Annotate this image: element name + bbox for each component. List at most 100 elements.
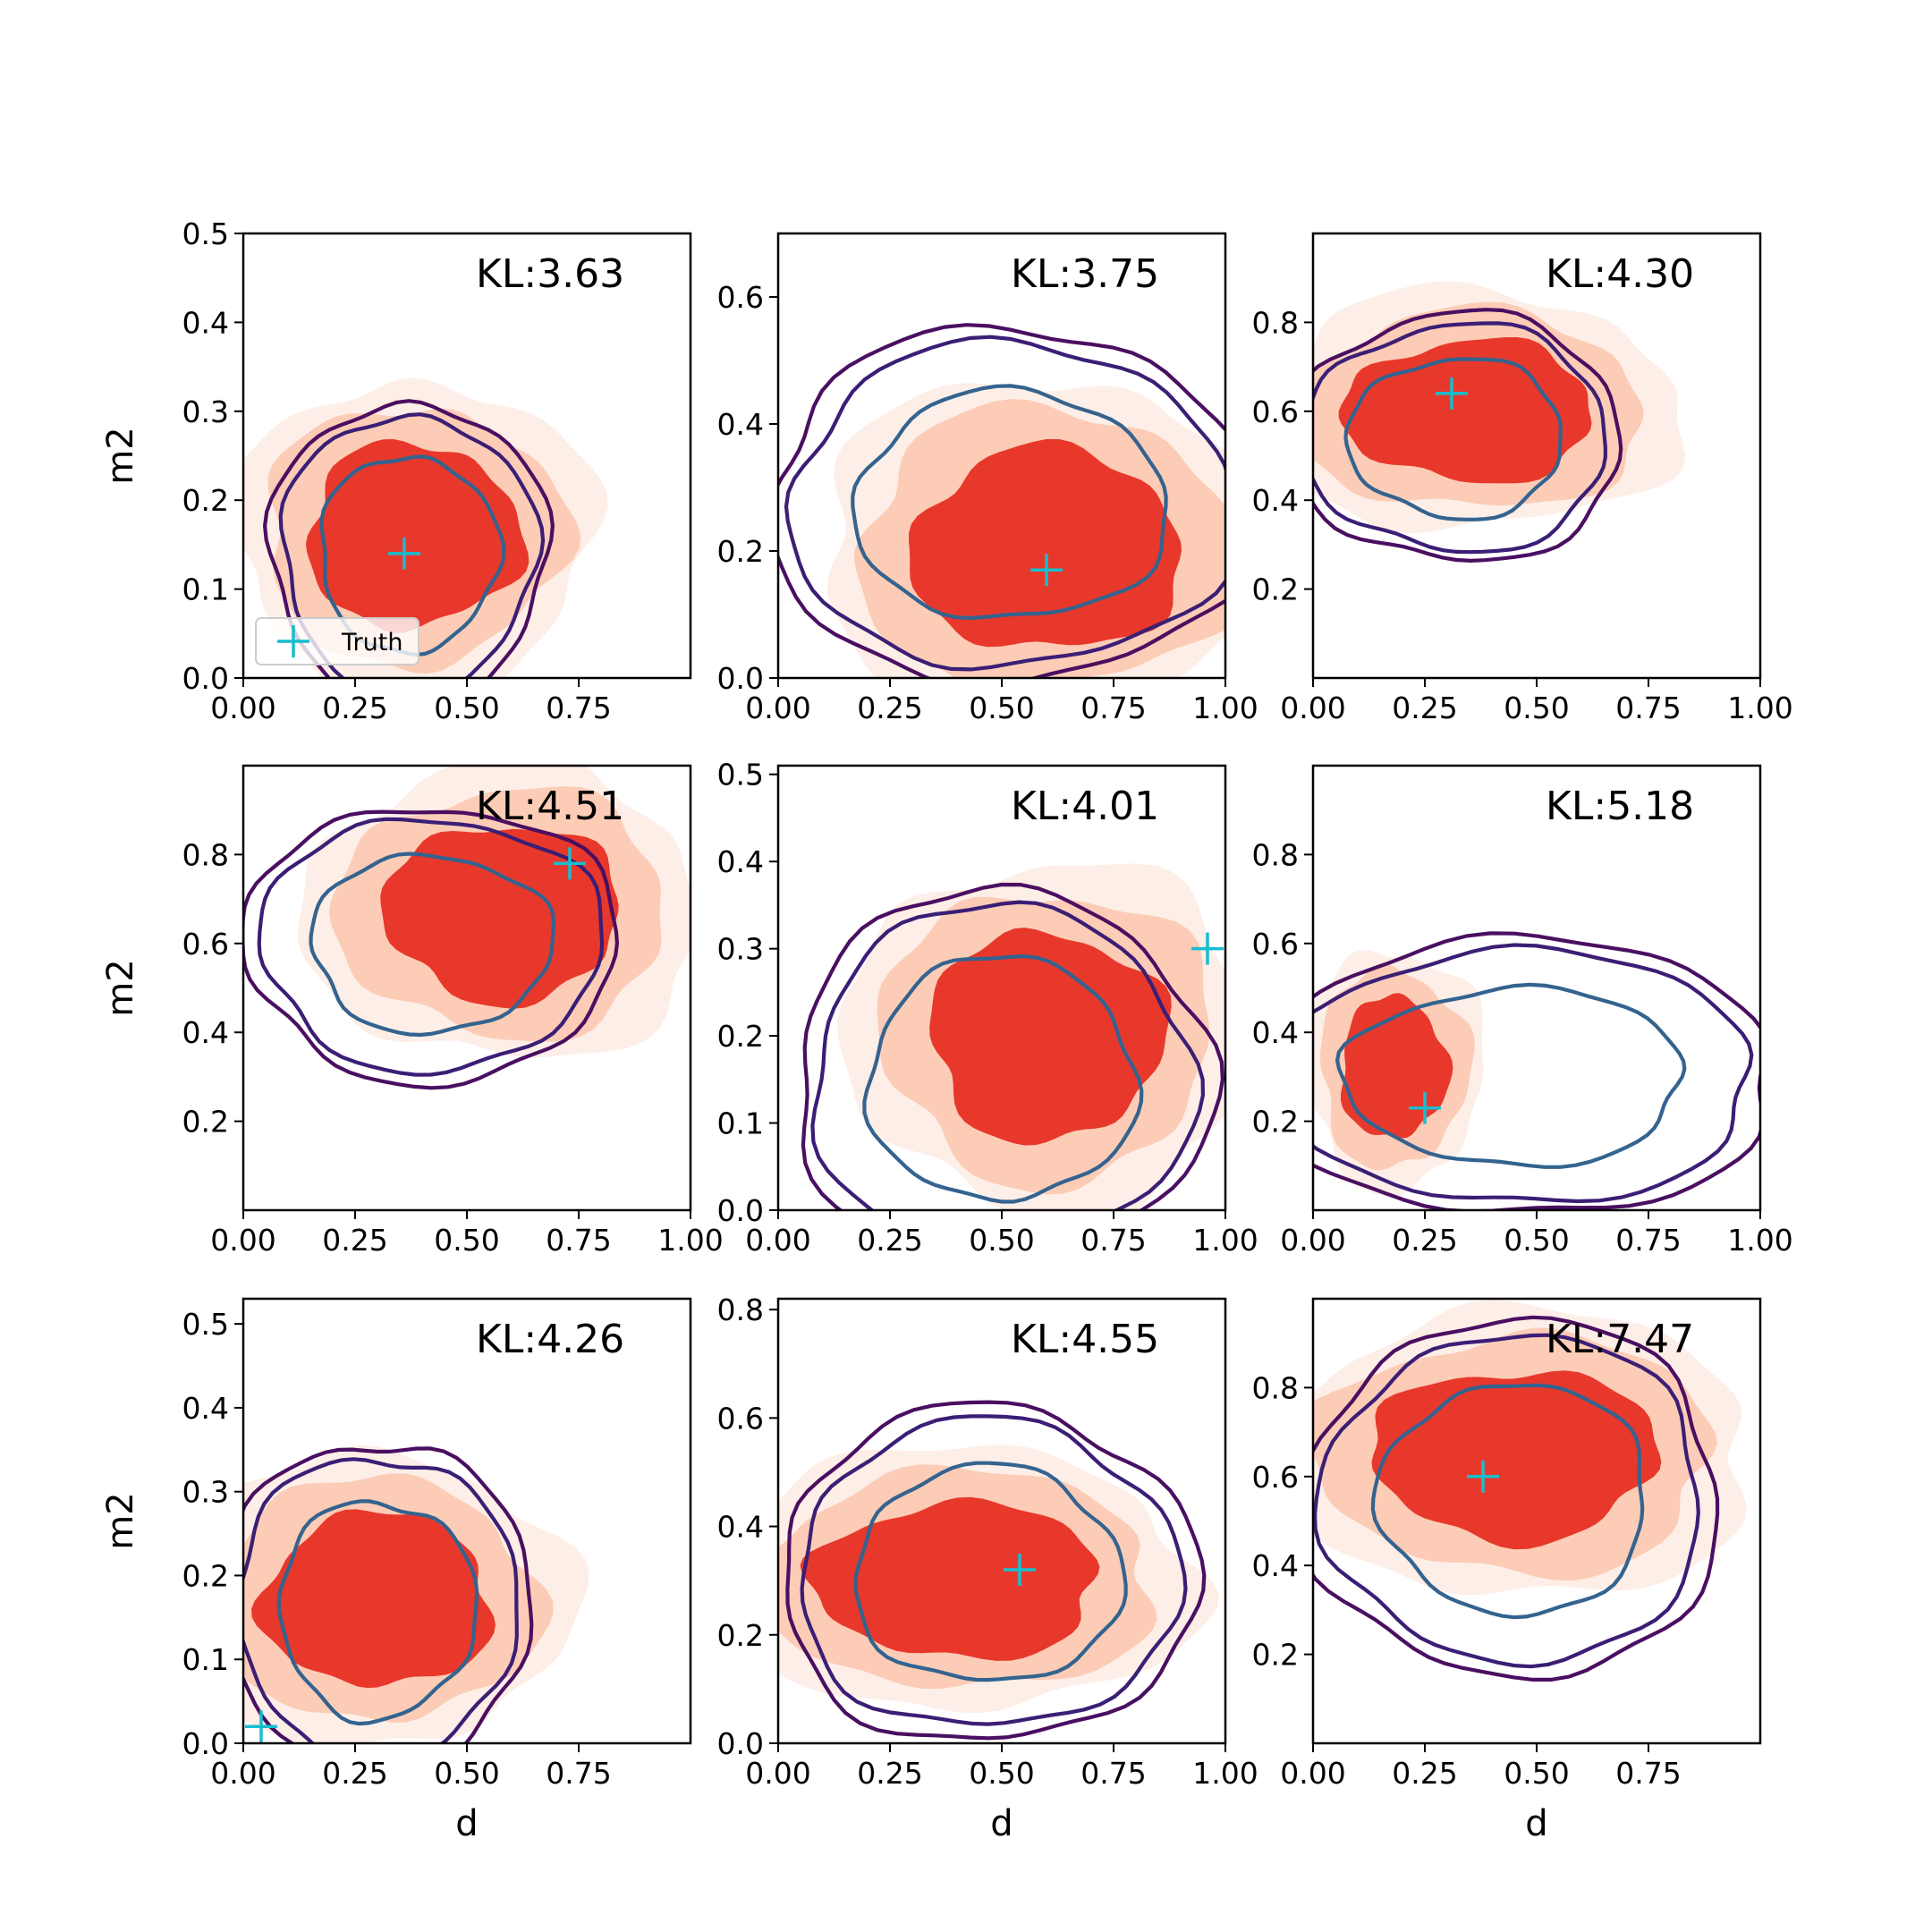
plot-area: [1313, 1300, 1747, 1682]
y-tick-label: 0.5: [182, 1307, 229, 1342]
y-tick-label: 0.3: [182, 394, 229, 429]
y-tick-label: 0.1: [717, 1106, 764, 1141]
contour-middle: [810, 900, 1206, 1210]
contour-outer: [801, 882, 1225, 1210]
subplot-2-2: 0.00 0.25 0.50 0.75 0.2 0.4 0.6 0.8 KL:7.47 d: [1252, 1297, 1762, 1844]
y-tick-label: 0.2: [182, 483, 229, 518]
x-tick-label: 0.00: [1280, 1223, 1345, 1258]
x-tick-label: 0.25: [1392, 1223, 1457, 1258]
y-tick-label: 0.8: [1252, 305, 1299, 340]
y-tick-label: 0.8: [1252, 1370, 1299, 1405]
x-tick-label: 0.00: [745, 1223, 810, 1258]
y-tick-label: 0.2: [717, 1019, 764, 1054]
truth-marker: [1004, 1554, 1036, 1587]
x-axis-label: d: [455, 1803, 478, 1844]
y-tick-label: 0.0: [717, 1726, 764, 1761]
x-tick-label: 0.25: [857, 691, 922, 725]
y-tick-label: 0.6: [717, 280, 764, 315]
subplot-2-0: 0.00 0.25 0.50 0.75 0.0 0.1 0.2 0.3 0.4 0.5 KL:4.2…: [100, 1297, 692, 1844]
contour-middle: [243, 1457, 519, 1743]
contour-inner: [319, 454, 506, 657]
subplot-1-2: 0.00 0.25 0.50 0.75 1.00 0.2 0.4 0.6 0.8 KL:5.18: [1252, 764, 1793, 1258]
x-axis-label: d: [1525, 1803, 1547, 1844]
kl-annotation: KL:7.47: [1546, 1317, 1694, 1362]
x-tick-label: 0.25: [322, 691, 387, 725]
x-tick-label: 0.75: [1615, 1223, 1681, 1258]
legend-truth-marker: [277, 625, 309, 657]
x-tick-label: 0.50: [1504, 691, 1569, 725]
y-tick-label: 0.6: [1252, 394, 1299, 429]
x-tick-label: 0.50: [1504, 1756, 1569, 1791]
y-axis-label: m2: [100, 959, 141, 1016]
y-tick-label: 0.2: [182, 1558, 229, 1593]
x-tick-label: 0.50: [969, 1223, 1034, 1258]
y-axis-label: m2: [100, 427, 141, 484]
x-tick-label: 0.00: [210, 691, 275, 725]
plot-area: [243, 766, 691, 1090]
truth-marker: [245, 1710, 277, 1743]
contour-inner: [862, 954, 1144, 1204]
y-tick-label: 0.6: [182, 927, 229, 962]
y-tick-label: 0.8: [1252, 837, 1299, 872]
x-tick-label: 0.00: [1280, 1756, 1345, 1791]
kl-annotation: KL:4.26: [476, 1317, 624, 1362]
legend-box: [255, 617, 419, 665]
x-tick-label: 0.75: [1080, 1756, 1146, 1791]
plot-area: [243, 377, 608, 678]
subplot-0-1: 0.00 0.25 0.50 0.75 1.00 0.0 0.2 0.4 0.6 KL:3.75: [717, 232, 1258, 725]
y-tick-label: 0.4: [182, 1391, 229, 1426]
truth-marker: [388, 537, 420, 570]
y-tick-label: 0.2: [1252, 1105, 1299, 1140]
contour-inner: [853, 1461, 1128, 1682]
contour-middle: [1313, 1333, 1700, 1669]
x-tick-label: 0.00: [745, 691, 810, 725]
x-tick-label: 0.50: [434, 1223, 499, 1258]
density-fill-core: [251, 1509, 496, 1689]
x-tick-label: 0.25: [322, 1223, 387, 1258]
x-tick-label: 0.50: [1504, 1223, 1569, 1258]
y-tick-label: 0.5: [717, 758, 764, 792]
y-tick-label: 0.6: [1252, 1460, 1299, 1495]
density-fill-core: [800, 1496, 1100, 1661]
y-tick-label: 0.0: [717, 661, 764, 696]
legend: Truth: [255, 617, 419, 665]
truth-marker: [554, 847, 586, 880]
y-tick-label: 0.4: [1252, 1015, 1299, 1050]
y-tick-label: 0.4: [182, 305, 229, 340]
contour-outer: [785, 1400, 1207, 1741]
y-axis-label: m2: [100, 1492, 141, 1549]
x-tick-label: 0.75: [1615, 691, 1681, 725]
x-tick-label: 0.50: [969, 691, 1034, 725]
y-tick-label: 0.0: [182, 661, 229, 696]
y-tick-label: 0.1: [182, 572, 229, 607]
subplot-2-1: 0.00 0.25 0.50 0.75 1.00 0.0 0.2 0.4 0.6 0.8 KL:4.…: [717, 1292, 1258, 1844]
truth-marker: [1409, 1091, 1441, 1124]
truth-marker: [1436, 377, 1468, 410]
contour-outer: [243, 1446, 534, 1743]
contour-middle: [1313, 943, 1754, 1204]
plot-area: [778, 1400, 1219, 1741]
truth-marker: [1467, 1460, 1499, 1493]
contour-inner: [1335, 982, 1687, 1169]
contour-inner: [309, 852, 556, 1038]
y-tick-label: 0.4: [717, 1510, 764, 1545]
x-tick-label: 0.25: [322, 1756, 387, 1791]
contour-outer: [243, 809, 620, 1090]
x-tick-label: 0.25: [1392, 1756, 1457, 1791]
contour-inner: [1370, 1383, 1645, 1620]
density-fill-core: [1371, 1370, 1662, 1550]
x-tick-label: 0.75: [1080, 1223, 1146, 1258]
contour-middle: [784, 335, 1225, 672]
y-tick-label: 0.8: [182, 837, 229, 872]
x-tick-label: 1.00: [1727, 1223, 1792, 1258]
plot-area: [1313, 931, 1760, 1210]
x-tick-label: 0.00: [1280, 691, 1345, 725]
y-tick-label: 0.4: [1252, 1548, 1299, 1583]
x-tick-label: 1.00: [1192, 1223, 1258, 1258]
plot-area: [801, 863, 1225, 1210]
y-tick-label: 0.2: [182, 1105, 229, 1140]
x-tick-label: 0.75: [546, 1756, 611, 1791]
y-tick-label: 0.0: [717, 1193, 764, 1228]
y-tick-label: 0.6: [717, 1401, 764, 1436]
